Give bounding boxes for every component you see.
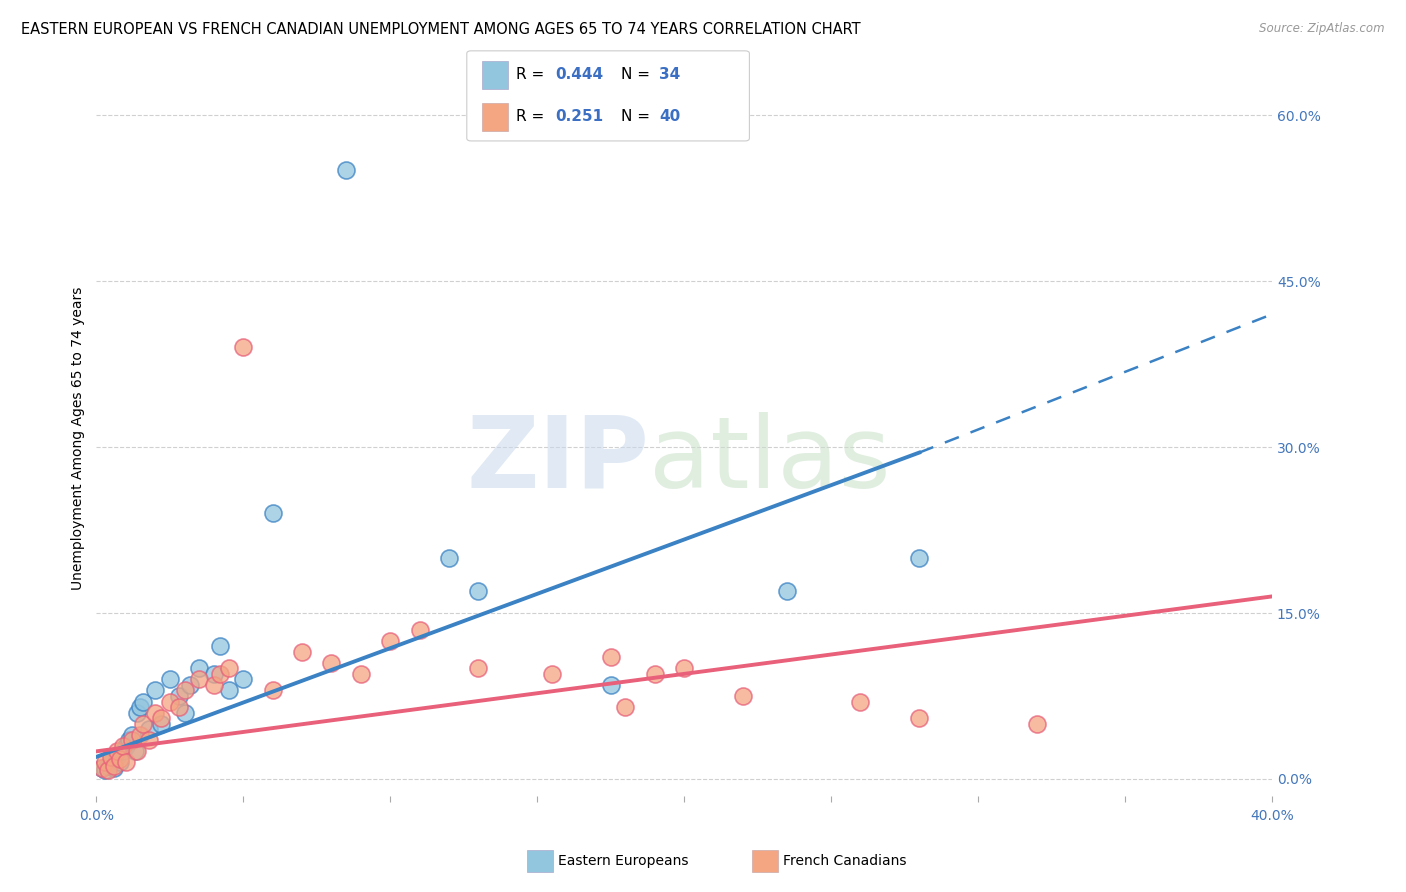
Text: 40: 40 bbox=[659, 110, 681, 124]
Text: atlas: atlas bbox=[650, 411, 890, 508]
Text: ZIP: ZIP bbox=[465, 411, 650, 508]
Point bbox=[129, 728, 152, 742]
Point bbox=[179, 678, 201, 692]
Point bbox=[218, 683, 240, 698]
Point bbox=[111, 739, 134, 753]
Point bbox=[262, 683, 284, 698]
Point bbox=[467, 583, 489, 598]
Point bbox=[138, 733, 160, 747]
Point bbox=[232, 673, 254, 687]
Point bbox=[100, 750, 122, 764]
Point bbox=[97, 758, 120, 772]
Point bbox=[208, 639, 231, 653]
Text: 34: 34 bbox=[659, 68, 681, 82]
Point bbox=[114, 739, 136, 753]
Point bbox=[143, 706, 166, 720]
Point bbox=[188, 661, 211, 675]
Point bbox=[121, 733, 143, 747]
Point bbox=[437, 550, 460, 565]
Point bbox=[232, 341, 254, 355]
Point bbox=[1025, 716, 1047, 731]
Point bbox=[173, 683, 195, 698]
Point bbox=[150, 711, 173, 725]
Point bbox=[138, 722, 160, 736]
Point bbox=[335, 163, 357, 178]
Point bbox=[614, 700, 637, 714]
Point bbox=[103, 761, 125, 775]
Point bbox=[129, 700, 152, 714]
Point bbox=[111, 744, 134, 758]
Point bbox=[321, 656, 343, 670]
Point bbox=[114, 756, 136, 770]
Point bbox=[143, 683, 166, 698]
Point bbox=[121, 728, 143, 742]
Point bbox=[127, 706, 149, 720]
Point bbox=[167, 700, 190, 714]
Text: R =: R = bbox=[516, 110, 554, 124]
Point bbox=[908, 550, 931, 565]
Point bbox=[97, 763, 120, 777]
Point bbox=[202, 678, 225, 692]
Point bbox=[132, 716, 155, 731]
Point bbox=[124, 744, 146, 758]
Point bbox=[208, 666, 231, 681]
Text: Eastern Europeans: Eastern Europeans bbox=[558, 855, 689, 868]
Point bbox=[91, 761, 114, 775]
Point bbox=[118, 733, 141, 747]
Text: EASTERN EUROPEAN VS FRENCH CANADIAN UNEMPLOYMENT AMONG AGES 65 TO 74 YEARS CORRE: EASTERN EUROPEAN VS FRENCH CANADIAN UNEM… bbox=[21, 22, 860, 37]
Point bbox=[94, 763, 117, 777]
Point bbox=[173, 706, 195, 720]
Point bbox=[150, 716, 173, 731]
Point bbox=[94, 756, 117, 770]
Point bbox=[380, 633, 402, 648]
Point bbox=[103, 758, 125, 772]
Point bbox=[291, 645, 314, 659]
Point bbox=[644, 666, 666, 681]
Point bbox=[108, 752, 131, 766]
Text: R =: R = bbox=[516, 68, 550, 82]
Point bbox=[159, 673, 181, 687]
Y-axis label: Unemployment Among Ages 65 to 74 years: Unemployment Among Ages 65 to 74 years bbox=[72, 287, 86, 591]
Point bbox=[731, 689, 754, 703]
Text: 0.444: 0.444 bbox=[555, 68, 603, 82]
Text: Source: ZipAtlas.com: Source: ZipAtlas.com bbox=[1260, 22, 1385, 36]
Point bbox=[132, 694, 155, 708]
Point bbox=[127, 744, 149, 758]
Point bbox=[408, 623, 430, 637]
Point bbox=[776, 583, 799, 598]
Point bbox=[105, 744, 128, 758]
Point bbox=[673, 661, 696, 675]
Point bbox=[599, 678, 621, 692]
Point bbox=[467, 661, 489, 675]
Point bbox=[91, 761, 114, 775]
Point bbox=[202, 666, 225, 681]
Point bbox=[262, 507, 284, 521]
Text: N =: N = bbox=[621, 68, 655, 82]
Point bbox=[100, 756, 122, 770]
Point bbox=[908, 711, 931, 725]
Text: 0.251: 0.251 bbox=[555, 110, 603, 124]
Point bbox=[159, 694, 181, 708]
Text: N =: N = bbox=[621, 110, 655, 124]
Point bbox=[188, 673, 211, 687]
Point bbox=[218, 661, 240, 675]
Point bbox=[105, 750, 128, 764]
Point bbox=[350, 666, 373, 681]
Point bbox=[541, 666, 564, 681]
Point bbox=[599, 650, 621, 665]
Point bbox=[849, 694, 872, 708]
Text: French Canadians: French Canadians bbox=[783, 855, 907, 868]
Point bbox=[108, 756, 131, 770]
Point bbox=[167, 689, 190, 703]
